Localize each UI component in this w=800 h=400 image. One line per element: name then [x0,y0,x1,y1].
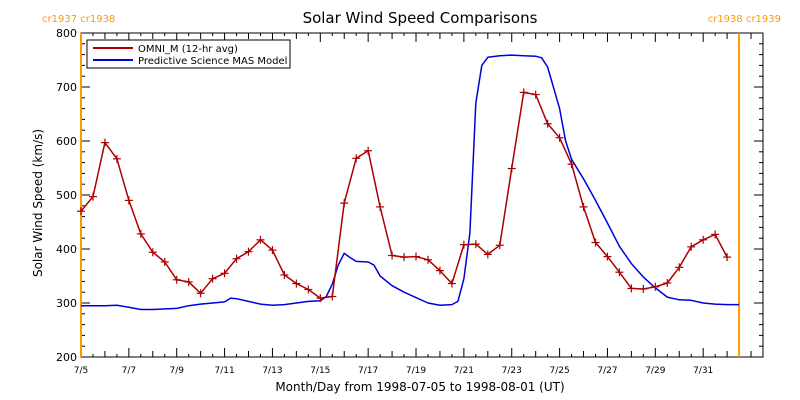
data-point [77,207,85,216]
x-tick-label: 7/25 [549,366,569,376]
x-axis: 7/5 7/7 7/9 7/11 7/13 7/15 7/17 7/19 7/21 7/23 7/2… [74,33,764,376]
data-point [495,241,504,250]
data-point [340,199,349,208]
data-point [244,247,253,256]
series-layer [77,54,740,311]
data-point [567,160,576,169]
data-point [376,202,385,211]
data-point [639,284,648,293]
data-point [447,279,456,288]
series-line [80,91,728,299]
data-point [88,192,97,201]
x-axis-label: Month/Day from 1998-07-05 to 1998-08-01 … [275,380,564,394]
series-line [81,54,740,311]
carrington-rotation-lines [80,33,741,357]
data-point [412,252,421,261]
data-point [328,292,337,301]
data-point [627,284,636,293]
data-point [100,138,109,147]
x-tick-label: 7/11 [214,366,234,376]
data-point [388,251,397,260]
data-point [280,270,289,279]
data-point [208,274,217,283]
data-point [483,250,492,259]
data-point [675,263,684,272]
data-point [364,146,373,155]
y-tick-label: 300 [56,297,77,310]
x-tick-label: 7/15 [310,366,330,376]
x-tick-label: 7/31 [693,366,713,376]
data-point [400,253,409,262]
carrington-rotation-labels: cr1937 cr1938 cr1938 cr1939 [42,14,781,25]
data-point [304,285,313,294]
data-point [543,119,552,128]
chart-title: Solar Wind Speed Comparisons [303,9,538,27]
x-tick-label: 7/29 [645,366,665,376]
legend-label: OMNI_M (12-hr avg) [138,44,238,55]
data-point [723,253,732,262]
y-axis: 200 300 400 500 600 700 800 [56,27,763,364]
series-mas-model [81,54,740,311]
data-point [531,90,540,99]
data-point [124,196,133,205]
data-point [423,255,432,264]
x-tick-label: 7/27 [597,366,617,376]
data-point [220,269,229,278]
x-tick-label: 7/23 [502,366,522,376]
y-axis-label: Solar Wind Speed (km/s) [31,129,45,277]
data-point [148,248,157,257]
data-point [615,268,624,277]
x-tick-label: 7/19 [406,366,426,376]
data-point [316,294,325,303]
x-tick-label: 7/21 [454,366,474,376]
y-tick-label: 200 [56,351,77,364]
data-point [232,254,241,263]
data-point [555,133,564,142]
data-point [579,202,588,211]
x-tick-label: 7/7 [122,366,136,376]
data-point [112,154,121,163]
carrington-marker-label: cr1937 cr1938 [42,14,115,25]
series-omni [77,88,732,303]
data-point [292,279,301,288]
y-tick-label: 800 [56,27,77,40]
data-point [519,88,528,97]
data-point [651,282,660,291]
data-point [591,238,600,247]
y-tick-label: 400 [56,243,77,256]
legend-box [86,39,291,69]
carrington-marker-label: cr1938 cr1939 [708,14,781,25]
y-tick-label: 500 [56,189,77,202]
x-tick-label: 7/17 [358,366,378,376]
x-tick-label: 7/5 [74,366,88,376]
data-point [687,242,696,251]
x-tick-label: 7/9 [169,366,184,376]
data-point [435,266,444,275]
data-point [136,229,145,238]
data-point [471,240,480,249]
data-point [256,235,265,244]
data-point [196,289,205,298]
data-point [699,235,708,244]
data-point [352,154,361,163]
data-point [172,275,181,284]
data-point [711,230,720,239]
data-point [268,246,277,255]
x-tick-label: 7/13 [262,366,282,376]
legend-label: Predictive Science MAS Model [138,56,287,67]
legend: OMNI_M (12-hr avg)Predictive Science MAS… [86,39,291,69]
data-point [160,257,169,266]
y-tick-label: 700 [56,81,77,94]
plot-frame [80,32,764,358]
data-point [603,252,612,261]
data-point [184,277,193,286]
y-tick-label: 600 [56,135,77,148]
data-point [459,240,468,249]
data-point [663,279,672,288]
data-point [507,164,516,173]
